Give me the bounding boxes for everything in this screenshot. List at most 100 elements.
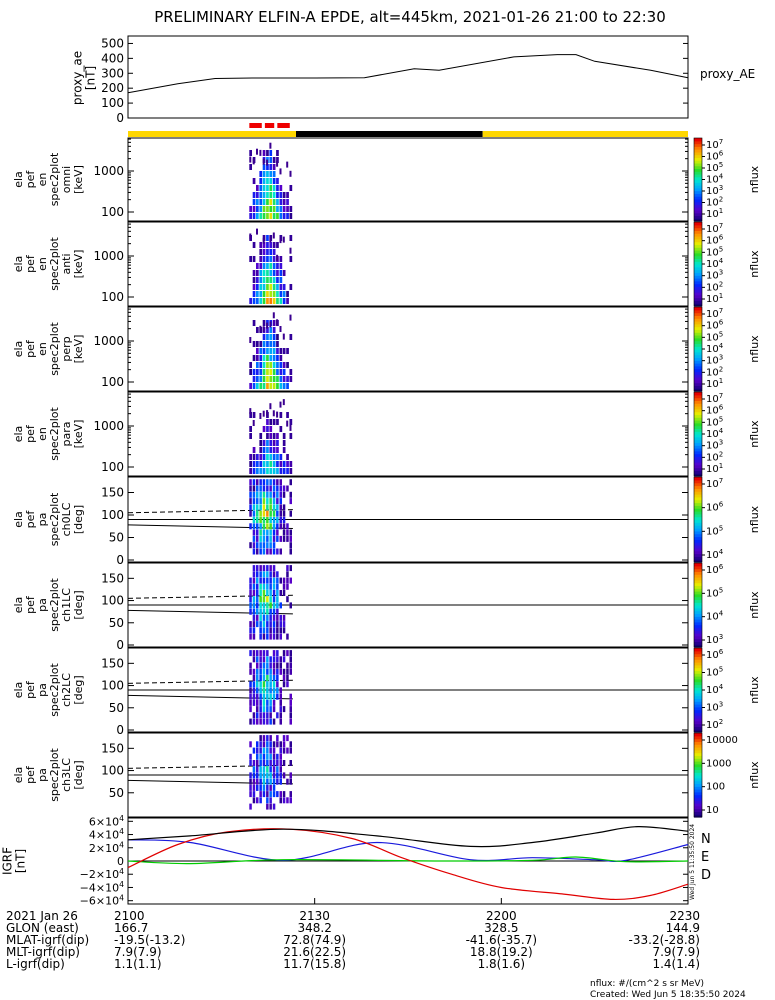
colorbar-label: 10000 xyxy=(706,735,738,746)
pa-spectrogram-cell xyxy=(276,614,279,621)
pa-spectrogram-cell xyxy=(286,485,289,492)
colorbar-swatch xyxy=(694,201,702,205)
pa-spectrogram-cell xyxy=(272,608,276,615)
colorbar-swatch xyxy=(694,673,702,677)
pa-spectrogram-cell xyxy=(259,633,262,640)
x-axis-value: 18.8(19.2) xyxy=(470,945,533,959)
x-axis-value: 2100 xyxy=(114,909,145,923)
colorbar: 10000 1000 100 10 nflux xyxy=(693,732,761,818)
colorbar-swatch xyxy=(694,624,702,628)
colorbar: 106 105 104 103 nflux xyxy=(693,562,761,648)
colorbar-swatch xyxy=(694,269,702,273)
spectrogram-cell xyxy=(286,206,289,212)
colorbar-swatch xyxy=(694,720,702,725)
colorbar-swatch xyxy=(694,272,702,276)
pa-ylabel-line: ch2LC xyxy=(60,673,73,707)
colorbar-swatch xyxy=(694,602,702,606)
spectrogram-cell xyxy=(262,468,266,474)
pa-spectrogram-cell xyxy=(262,542,266,549)
spectrogram-sparse xyxy=(252,420,255,426)
pa-spectrogram-cell xyxy=(286,681,289,688)
pa-spectrogram-cell xyxy=(252,766,256,773)
x-axis-value: 2200 xyxy=(486,909,517,923)
pa-spectrogram-cell xyxy=(276,778,279,785)
colorbar-swatch xyxy=(694,190,702,194)
colorbar-swatch xyxy=(694,294,702,299)
pa-spectrogram-cell xyxy=(252,485,256,492)
pa-spectrogram-cell xyxy=(259,583,262,590)
spectrogram-sparse xyxy=(252,158,255,165)
spectrogram-cell xyxy=(252,355,256,361)
spectrogram-cell xyxy=(279,291,283,297)
colorbar-swatch xyxy=(694,154,702,158)
spectrogram-cell xyxy=(259,192,263,198)
spectrogram-cell xyxy=(272,242,276,248)
colorbar-swatch xyxy=(694,653,702,657)
colorbar-swatch xyxy=(694,610,702,614)
pa-spectrogram-cell xyxy=(266,741,269,748)
spectrogram-cell xyxy=(269,298,273,304)
spectrogram-sparse xyxy=(276,319,279,326)
pa-spectrogram-cell xyxy=(289,772,292,779)
pa-spectrogram-cell xyxy=(262,479,266,486)
pa-spectrogram-cell xyxy=(282,529,286,536)
spectrogram-cell xyxy=(256,192,259,198)
pa-spectrogram-cell xyxy=(252,621,256,628)
x-axis-value: 348.2 xyxy=(297,921,331,935)
spectrogram-cell xyxy=(256,362,259,368)
pa-spectrogram-cell xyxy=(252,699,256,706)
pa-spectrogram-cell xyxy=(262,565,266,572)
pa-spectrogram-cell xyxy=(266,608,269,615)
spectrogram-cell xyxy=(262,447,266,453)
spectrogram-cell xyxy=(272,468,276,474)
pa-spectrogram-cell xyxy=(276,741,279,748)
pa-spectrogram-cell xyxy=(249,693,252,700)
pa-spectrogram-cell xyxy=(279,590,282,596)
colorbar-swatch xyxy=(694,783,702,787)
colorbar-swatch xyxy=(694,346,702,350)
colorbar-swatch xyxy=(694,723,702,727)
pa-spectrogram-cell xyxy=(259,596,262,603)
pa-spectrogram-cell xyxy=(269,693,272,700)
pa-spectrogram-cell xyxy=(272,778,276,785)
pa-spectrogram-cell xyxy=(256,529,259,536)
colorbar-swatch xyxy=(694,196,702,200)
spectrogram-cell xyxy=(259,454,263,460)
pa-tick-label: 50 xyxy=(109,616,124,630)
colorbar-label: 102 xyxy=(706,280,723,293)
spectrogram-cell xyxy=(262,270,266,276)
pa-spectrogram-cell xyxy=(249,504,252,511)
pa-spectrogram-cell xyxy=(269,735,272,742)
colorbar-swatch xyxy=(694,283,702,287)
spectrogram-cell xyxy=(256,369,259,375)
pa-spectrogram-cell xyxy=(259,687,262,694)
spectrogram-sparse xyxy=(272,410,275,417)
pa-spectrogram-cell xyxy=(256,772,259,779)
pa-spectrogram-cell xyxy=(282,675,286,681)
colorbar-swatch xyxy=(694,138,702,142)
pa-spectrogram-cell xyxy=(262,571,266,578)
pa-spectrogram-cell xyxy=(269,656,272,663)
colorbar-frame xyxy=(693,732,703,818)
pa-spectrogram-cell xyxy=(269,479,272,486)
spectrogram-cell xyxy=(272,164,276,170)
pa-spectrogram-cell xyxy=(256,590,259,596)
spectrogram-cell xyxy=(269,426,273,432)
spectrogram-cell xyxy=(262,376,266,382)
spectrogram-cell xyxy=(282,447,286,453)
pa-spectrogram-cell xyxy=(266,797,269,804)
colorbar-swatch xyxy=(694,616,702,620)
spectrogram-cell xyxy=(266,242,269,248)
spectrogram-cell xyxy=(279,362,283,368)
colorbar-unit: nflux xyxy=(748,165,761,193)
energy-panel-frame xyxy=(127,221,689,307)
pa-spectrogram-cell xyxy=(276,523,279,530)
spectrogram-cell xyxy=(262,199,266,205)
spectrogram-cell xyxy=(282,348,286,354)
spectrogram-cell xyxy=(269,341,273,347)
spectrogram-cell xyxy=(282,298,286,304)
pa-spectrogram-cell xyxy=(256,510,259,517)
colorbar-swatch xyxy=(694,536,702,540)
spectrogram-cell xyxy=(289,461,293,467)
spectrogram-cell xyxy=(279,376,283,382)
